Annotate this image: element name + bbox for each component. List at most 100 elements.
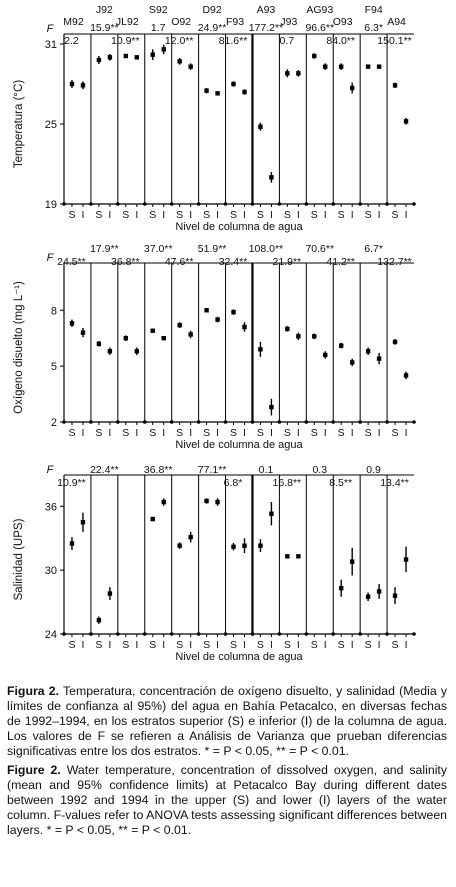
x-level-label: I <box>216 427 219 439</box>
figure-caption: Figura 2. Temperatura, concentración de … <box>7 684 447 842</box>
data-point-i <box>242 324 247 330</box>
axis-dot <box>385 202 389 206</box>
data-point-s <box>96 341 102 346</box>
data-point-i <box>296 554 301 559</box>
x-level-label: I <box>135 639 138 651</box>
f-value: 77.1** <box>198 464 227 476</box>
axis-dot <box>412 632 416 636</box>
f-value: 24.9** <box>198 22 227 34</box>
f-value: 6.8* <box>224 477 243 489</box>
data-point-i <box>296 71 301 76</box>
x-level-label: S <box>203 209 210 221</box>
data-point-s <box>69 81 75 87</box>
f-value: 32.4** <box>219 256 248 268</box>
x-axis-label: Nivel de columna de agua <box>175 221 303 233</box>
y-tick-label: 2 <box>51 417 57 429</box>
axis-dot <box>89 202 93 206</box>
axis-dot <box>412 420 416 424</box>
x-level-label: S <box>68 209 75 221</box>
data-point-s <box>365 349 371 354</box>
data-point-i <box>269 511 274 516</box>
x-level-label: I <box>243 639 246 651</box>
x-level-label: I <box>324 639 327 651</box>
f-label: F <box>47 23 55 35</box>
x-axis-label: Nivel de columna de agua <box>175 439 303 451</box>
x-level-label: S <box>230 639 237 651</box>
x-axis-label: Nivel de columna de agua <box>175 651 303 663</box>
data-point-s <box>392 593 398 598</box>
data-point-s <box>177 322 182 328</box>
axis-dot <box>304 202 309 206</box>
x-level-label: I <box>405 209 408 221</box>
data-point-i <box>188 64 193 69</box>
data-point-i <box>376 64 382 69</box>
axis-dot <box>142 632 147 636</box>
f-value: 2.2 <box>64 35 79 47</box>
data-point-i <box>161 335 166 341</box>
axis-dot <box>223 420 228 424</box>
y-tick-label: 8 <box>51 305 57 317</box>
caption-english-label: Figure 2. <box>7 763 61 777</box>
x-level-label: I <box>82 639 85 651</box>
x-level-label: S <box>149 639 156 651</box>
category-label: M92 <box>63 16 84 28</box>
x-level-label: I <box>216 639 219 651</box>
data-point-s <box>312 334 317 339</box>
data-point-i <box>134 55 140 60</box>
x-level-label: S <box>95 427 102 439</box>
category-label: O92 <box>171 16 191 28</box>
data-point-i <box>80 83 86 88</box>
data-point-s <box>338 343 344 348</box>
axis-dot <box>116 420 120 424</box>
category-label: J92 <box>96 4 113 16</box>
x-level-label: S <box>257 209 264 221</box>
data-point-s <box>204 498 209 504</box>
x-level-label: I <box>162 427 165 439</box>
data-point-s <box>258 543 263 548</box>
data-point-i <box>188 534 193 540</box>
f-value: 36.8** <box>111 256 140 268</box>
f-value: 36.8** <box>144 464 173 476</box>
x-level-label: S <box>68 427 75 439</box>
x-level-label: S <box>122 427 129 439</box>
axis-dot <box>116 632 120 636</box>
axis-dot <box>142 202 147 206</box>
x-level-label: I <box>108 639 111 651</box>
x-level-label: S <box>257 427 264 439</box>
x-level-label: I <box>378 427 381 439</box>
data-point-s <box>258 347 263 352</box>
data-point-i <box>376 356 382 361</box>
caption-english: Figure 2. Water temperature, concentrati… <box>7 763 447 838</box>
data-point-s <box>231 81 236 87</box>
f-value: 0.7 <box>280 35 295 47</box>
f-value: 12.0** <box>165 35 194 47</box>
data-point-s <box>123 335 129 341</box>
data-point-s <box>285 554 290 559</box>
data-point-s <box>365 64 371 69</box>
f-value: 15.9** <box>90 22 119 34</box>
x-level-label: I <box>243 209 246 221</box>
x-level-label: S <box>284 427 291 439</box>
f-value: 10.9** <box>111 35 140 47</box>
f-value: 21.9** <box>273 256 302 268</box>
data-point-s <box>150 52 155 57</box>
y-tick-label: 19 <box>45 199 57 211</box>
x-level-label: I <box>189 427 192 439</box>
data-point-i <box>80 330 86 335</box>
x-level-label: S <box>95 639 102 651</box>
data-point-i <box>215 91 220 96</box>
y-tick-label: 36 <box>45 501 57 513</box>
x-level-label: S <box>338 209 345 221</box>
x-level-label: S <box>68 639 75 651</box>
axis-dot <box>62 632 66 636</box>
axis-dot <box>385 632 389 636</box>
f-value: 81.6** <box>219 35 248 47</box>
axis-dot <box>304 420 309 424</box>
category-label: AG93 <box>306 4 333 16</box>
category-label: A94 <box>387 16 406 28</box>
f-value: 13.4** <box>380 477 409 489</box>
x-level-label: I <box>405 427 408 439</box>
